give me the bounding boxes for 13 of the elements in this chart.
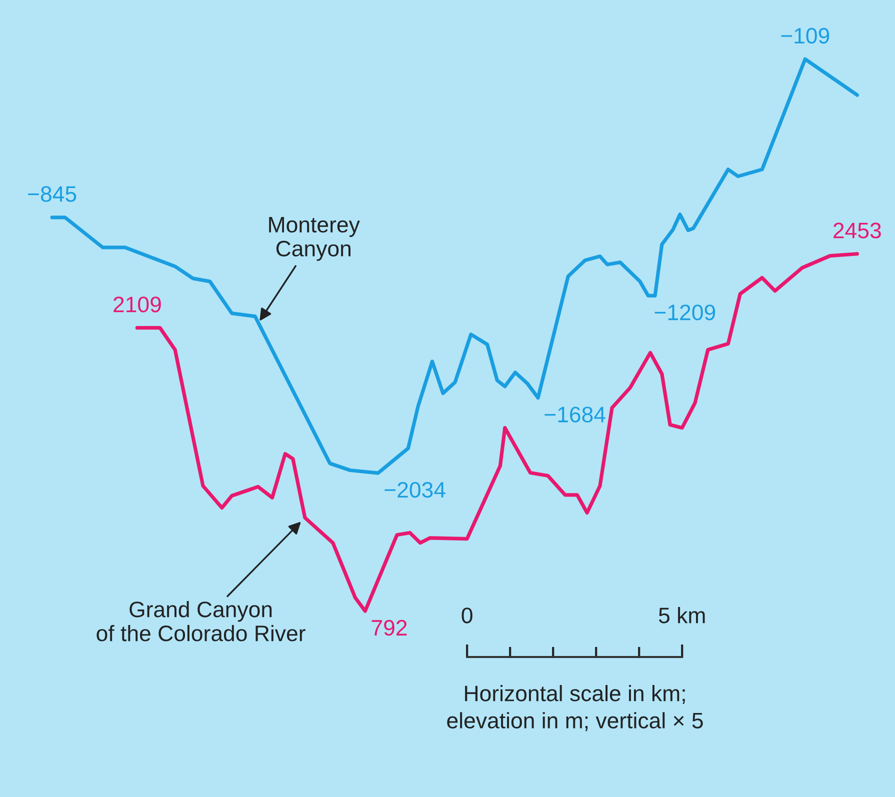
data-label: −845	[28, 186, 76, 202]
data-label: −1684	[544, 406, 606, 422]
x-tick-label: 5 km	[658, 607, 705, 624]
data-label: 2109	[114, 296, 161, 312]
data-label: −2034	[384, 482, 446, 498]
x-axis-title: Horizontal scale in km; elevation in m; vertical × 5	[447, 685, 703, 732]
data-label: −1209	[654, 304, 716, 320]
data-label: 2453	[834, 222, 881, 238]
text: Grand Canyon of the Colorado River	[96, 601, 306, 642]
data-label: 792	[372, 620, 407, 636]
x-tick-label: 0	[462, 608, 472, 624]
annotation: Monterey Canyon	[269, 217, 360, 261]
data-label: −109	[781, 28, 830, 44]
